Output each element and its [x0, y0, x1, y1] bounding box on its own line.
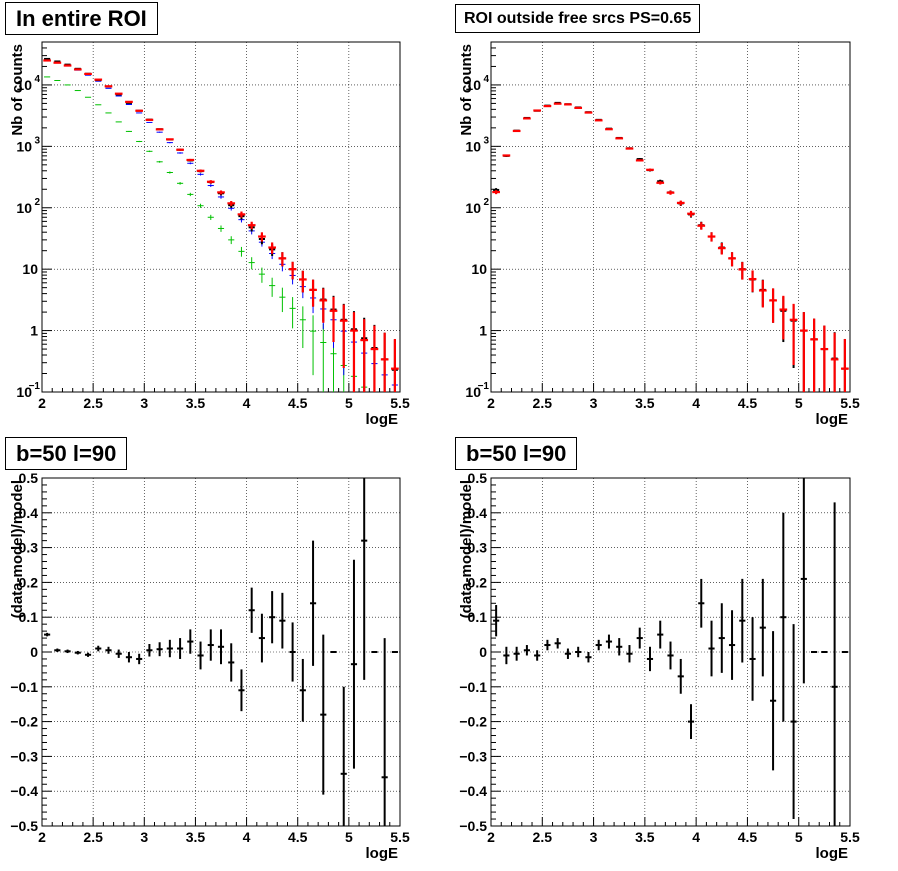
x-tick-label: 4 — [692, 395, 700, 411]
y-tick-exponent: 3 — [34, 135, 40, 146]
x-tick-label: 2 — [487, 829, 495, 845]
x-tick-label: 2.5 — [83, 395, 103, 411]
x-tick-label: 3.5 — [635, 395, 655, 411]
y-tick-label: 10 — [471, 261, 487, 277]
panel-3-title: b=50 l=90 — [5, 437, 128, 470]
x-tick-label: 5 — [345, 829, 353, 845]
x-tick-label: 3 — [590, 829, 598, 845]
y-tick-exponent: −1 — [29, 381, 41, 392]
x-tick-label: 5.5 — [840, 829, 860, 845]
panel-2-title: ROI outside free srcs PS=0.65 — [455, 4, 701, 33]
y-tick-label: 0.3 — [19, 540, 39, 556]
x-tick-label: 4 — [243, 395, 251, 411]
y-tick-label: −0.2 — [459, 714, 487, 730]
panel-1-title: In entire ROI — [5, 2, 158, 35]
y-tick-label: −0.2 — [10, 714, 38, 730]
y-tick-label: 10 — [22, 261, 38, 277]
y-tick-label: 0.5 — [468, 470, 488, 486]
x-tick-label: 5 — [795, 829, 803, 845]
y-tick-exponent: 2 — [34, 197, 40, 208]
y-tick-label: 0.1 — [468, 609, 488, 625]
x-tick-label: 2 — [487, 395, 495, 411]
plot-frame — [490, 41, 851, 393]
plot-frame — [41, 41, 401, 393]
panel-4-title: b=50 l=90 — [455, 437, 578, 470]
x-axis-label: logE — [366, 845, 399, 862]
y-tick-label: 1 — [30, 323, 38, 339]
x-tick-label: 3 — [140, 395, 148, 411]
y-tick-exponent: −1 — [478, 381, 490, 392]
y-tick-label: −0.4 — [459, 783, 487, 799]
y-tick-label: 0.2 — [19, 574, 39, 590]
x-tick-label: 2.5 — [533, 829, 553, 845]
y-tick-label: 0.2 — [468, 574, 488, 590]
x-tick-label: 5.5 — [390, 395, 410, 411]
x-tick-label: 2.5 — [533, 395, 553, 411]
series-00c000 — [44, 76, 368, 392]
x-tick-label: 5 — [345, 395, 353, 411]
y-tick-label: −0.5 — [459, 818, 487, 834]
y-tick-label: 0.4 — [468, 505, 488, 521]
series-ff0000 — [492, 102, 849, 392]
x-tick-label: 2 — [38, 395, 46, 411]
y-axis-label: Nb of counts — [9, 44, 26, 136]
y-axis-label: (data-model)/model — [458, 480, 475, 618]
series-ff0000 — [43, 59, 399, 392]
y-tick-label: 10 — [465, 200, 481, 216]
y-tick-label: −0.4 — [10, 783, 38, 799]
x-tick-label: 4.5 — [738, 395, 758, 411]
x-axis-label: logE — [816, 845, 849, 862]
y-tick-label: 0.1 — [19, 609, 39, 625]
x-tick-label: 4.5 — [738, 829, 758, 845]
x-tick-label: 4.5 — [288, 829, 308, 845]
y-tick-label: 10 — [16, 77, 32, 93]
x-tick-label: 4.5 — [288, 395, 308, 411]
y-tick-label: 10 — [465, 384, 481, 400]
x-tick-label: 2 — [38, 829, 46, 845]
y-tick-label: 0.3 — [468, 540, 488, 556]
x-axis-label: logE — [366, 411, 399, 428]
y-tick-label: 10 — [16, 384, 32, 400]
x-tick-label: 3 — [140, 829, 148, 845]
y-tick-label: −0.5 — [10, 818, 38, 834]
x-tick-label: 5.5 — [390, 829, 410, 845]
y-tick-label: 10 — [16, 138, 32, 154]
x-tick-label: 4 — [243, 829, 251, 845]
x-tick-label: 3.5 — [635, 829, 655, 845]
y-tick-label: 1 — [479, 323, 487, 339]
x-tick-label: 4 — [692, 829, 700, 845]
x-tick-label: 3.5 — [186, 395, 206, 411]
y-tick-label: −0.3 — [10, 748, 38, 764]
y-tick-label: 0 — [479, 644, 487, 660]
x-axis-label: logE — [816, 411, 849, 428]
series-000000 — [44, 478, 398, 826]
y-axis-label: Nb of counts — [458, 44, 475, 136]
y-tick-label: 0 — [30, 644, 38, 660]
y-tick-label: −0.1 — [10, 679, 38, 695]
y-tick-label: 0.4 — [19, 505, 39, 521]
x-tick-label: 2.5 — [83, 829, 103, 845]
x-tick-label: 3.5 — [186, 829, 206, 845]
series-000000 — [44, 57, 398, 392]
y-tick-label: 10 — [16, 200, 32, 216]
y-axis-label: (data-model)/model — [9, 480, 26, 618]
series-000000 — [493, 478, 848, 826]
y-tick-exponent: 4 — [483, 74, 489, 85]
y-tick-label: −0.1 — [459, 679, 487, 695]
y-tick-exponent: 3 — [483, 135, 489, 146]
x-tick-label: 3 — [590, 395, 598, 411]
y-tick-label: 10 — [465, 138, 481, 154]
x-tick-label: 5 — [795, 395, 803, 411]
y-tick-exponent: 2 — [483, 197, 489, 208]
y-tick-label: 10 — [465, 77, 481, 93]
x-tick-label: 5.5 — [840, 395, 860, 411]
y-tick-label: −0.3 — [459, 748, 487, 764]
y-tick-exponent: 4 — [34, 74, 40, 85]
y-tick-label: 0.5 — [19, 470, 39, 486]
